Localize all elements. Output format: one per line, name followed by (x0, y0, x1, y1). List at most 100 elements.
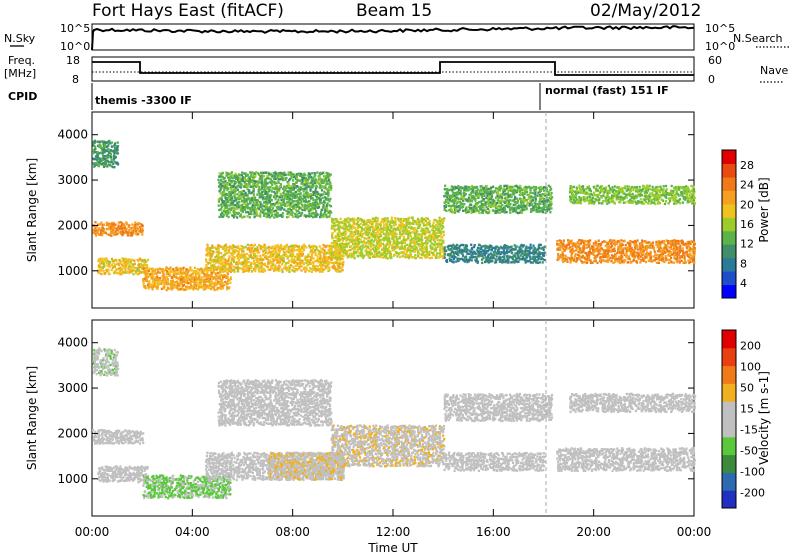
data-cell (415, 246, 418, 250)
data-cell (317, 196, 320, 199)
data-cell (283, 204, 286, 208)
data-cell (326, 188, 329, 191)
data-cell (541, 200, 544, 203)
data-cell (455, 245, 458, 248)
data-cell (252, 186, 255, 189)
data-cell (363, 219, 366, 222)
data-cell (224, 280, 227, 284)
data-cell (314, 203, 317, 207)
data-cell (414, 243, 417, 246)
data-cell (216, 286, 219, 289)
data-cell (157, 268, 160, 271)
data-cell (515, 210, 518, 214)
data-cell (529, 257, 532, 261)
data-cell (146, 283, 149, 287)
data-cell (223, 284, 226, 287)
data-cell (338, 229, 341, 232)
data-cell (118, 272, 121, 276)
data-cell (233, 204, 236, 207)
data-cell (457, 246, 460, 250)
data-cell (292, 207, 295, 210)
data-cell (286, 216, 289, 219)
data-cell (398, 224, 401, 228)
data-cell (265, 186, 268, 190)
data-cell (442, 226, 445, 229)
data-cell (407, 237, 410, 240)
data-cell (338, 262, 341, 265)
data-cell (562, 247, 565, 250)
data-cell (274, 257, 277, 260)
data-cell (253, 208, 256, 212)
data-cell (509, 255, 512, 259)
data-cell (510, 248, 514, 251)
data-cell (271, 252, 274, 255)
data-cell (227, 215, 230, 219)
data-cell (456, 202, 459, 205)
data-cell (426, 253, 429, 257)
data-cell (272, 195, 276, 198)
data-cell (317, 260, 320, 263)
data-cell (227, 183, 230, 186)
data-cell (312, 201, 315, 205)
data-cell (311, 267, 314, 271)
data-cell (538, 190, 541, 194)
data-cell (447, 253, 450, 256)
data-cell (120, 224, 123, 227)
data-cell (227, 279, 230, 282)
data-cell (481, 195, 484, 198)
data-cell (461, 202, 464, 206)
data-cell (470, 203, 473, 207)
data-cell (455, 252, 459, 256)
data-cell (318, 257, 321, 261)
data-cell (255, 185, 258, 188)
data-cell (460, 201, 463, 205)
data-cell (512, 261, 515, 264)
data-cell (309, 261, 312, 264)
data-cell (419, 248, 422, 251)
data-cell (220, 245, 223, 248)
data-cell (179, 269, 182, 272)
data-cell (537, 257, 540, 260)
data-cell (381, 248, 384, 251)
data-cell (497, 208, 501, 212)
data-cell (129, 265, 132, 269)
data-cell (486, 245, 489, 248)
data-cell (374, 246, 377, 250)
data-cell (299, 198, 302, 201)
data-cell (465, 250, 468, 253)
data-cell (448, 195, 451, 199)
data-cell (191, 286, 194, 290)
data-cell (557, 257, 560, 260)
data-cell (251, 209, 254, 212)
data-cell (233, 194, 236, 198)
data-cell (245, 266, 248, 269)
data-cell (108, 225, 111, 229)
data-cell (548, 196, 551, 200)
data-cell (101, 261, 104, 265)
data-cell (258, 173, 261, 176)
data-cell (242, 208, 245, 211)
data-cell (239, 214, 242, 218)
data-cell (382, 256, 385, 259)
data-cell (312, 184, 315, 187)
data-cell (417, 217, 420, 221)
data-cell (405, 228, 408, 231)
data-cell (291, 199, 294, 203)
data-cell (308, 182, 311, 185)
data-cell (435, 231, 438, 235)
data-cell (233, 209, 236, 212)
data-cell (145, 277, 148, 281)
data-cell (310, 248, 314, 251)
data-cell (489, 198, 492, 201)
data-cell (512, 192, 515, 195)
data-cell (314, 253, 317, 257)
data-cell (416, 234, 419, 238)
data-cell (462, 209, 465, 212)
data-cell (440, 220, 443, 223)
data-cell (297, 258, 300, 262)
data-cell (374, 232, 377, 235)
data-cell (199, 285, 202, 289)
data-cell (145, 269, 149, 272)
data-cell (278, 266, 281, 270)
data-cell (277, 207, 280, 210)
